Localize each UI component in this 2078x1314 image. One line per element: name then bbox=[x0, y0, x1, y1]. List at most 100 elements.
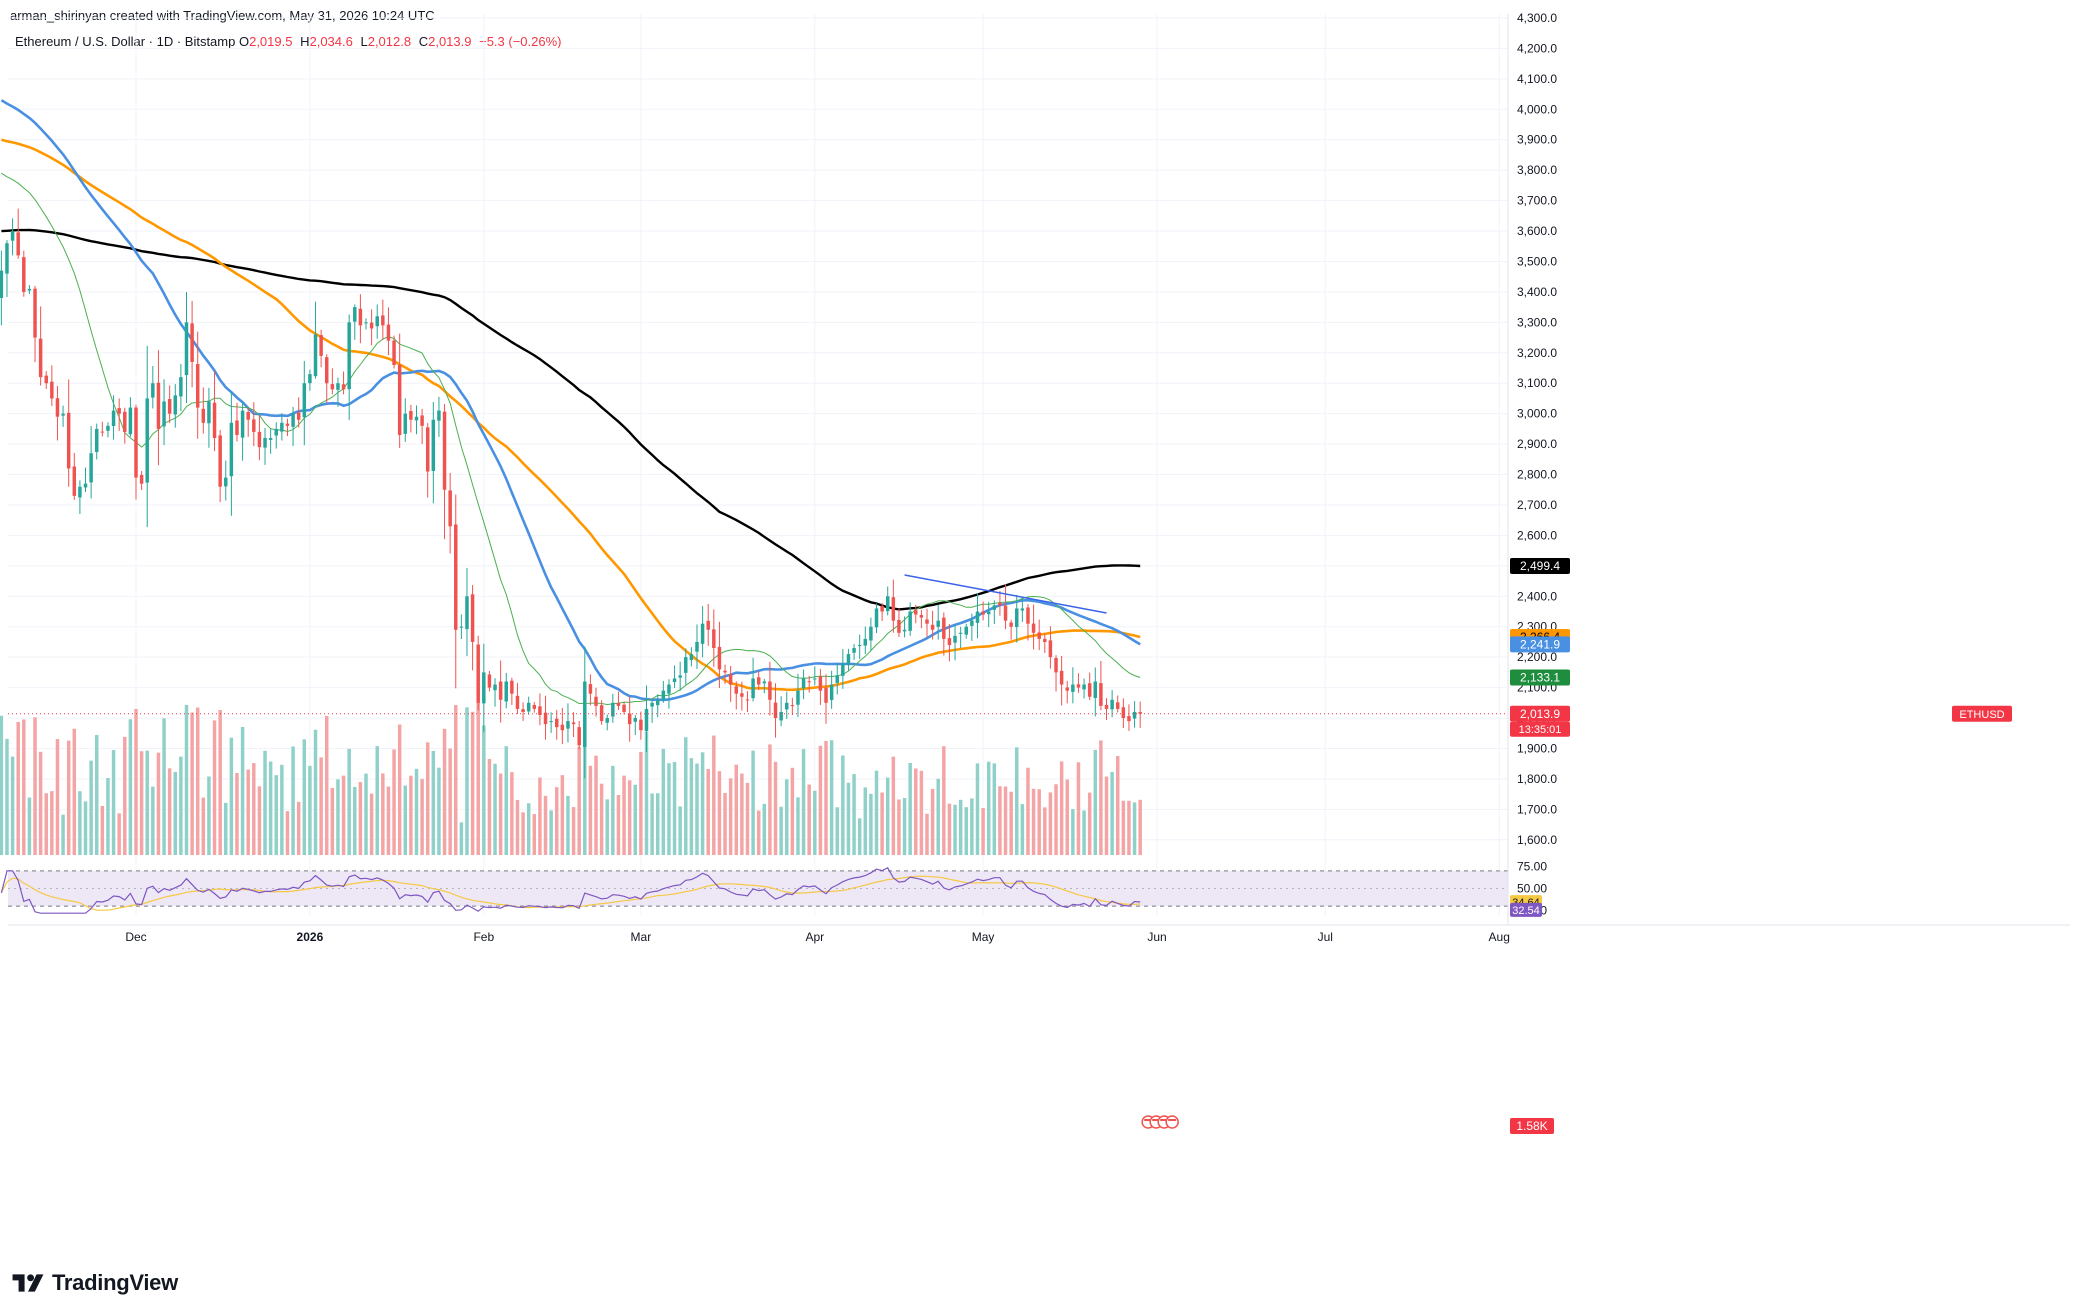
volume-bar bbox=[655, 793, 660, 855]
volume-bar bbox=[689, 758, 694, 855]
volume-bar bbox=[207, 776, 211, 855]
candle-body bbox=[846, 654, 851, 665]
candle-body bbox=[616, 702, 621, 706]
candle-body bbox=[908, 611, 912, 631]
candle-body bbox=[330, 384, 335, 390]
volume-bar bbox=[953, 804, 957, 855]
candle-body bbox=[1110, 699, 1114, 710]
candle-body bbox=[684, 657, 688, 673]
tradingview-brand[interactable]: TradingView bbox=[12, 1270, 178, 1296]
volume-bar bbox=[667, 763, 671, 855]
volume-bar bbox=[1015, 747, 1019, 855]
volume-bar bbox=[50, 791, 54, 855]
volume-bar bbox=[246, 769, 250, 855]
candle-body bbox=[829, 684, 834, 701]
candle-body bbox=[454, 524, 458, 630]
candle-body bbox=[796, 690, 800, 705]
candle-body bbox=[723, 670, 727, 673]
volume-bar bbox=[285, 811, 290, 855]
candle-body bbox=[1104, 704, 1109, 709]
candle-body bbox=[173, 395, 178, 415]
x-tick-label: 2026 bbox=[297, 930, 324, 944]
candle-body bbox=[695, 641, 699, 652]
volume-bar bbox=[240, 726, 245, 855]
candle-body bbox=[134, 407, 138, 478]
candle-body bbox=[1115, 702, 1120, 709]
candle-body bbox=[246, 412, 250, 420]
volume-bar bbox=[392, 749, 396, 855]
rsi-pane bbox=[0, 867, 1508, 914]
volume-bar bbox=[599, 783, 604, 855]
candle-body bbox=[526, 702, 531, 712]
candle-body bbox=[229, 422, 234, 477]
volume-bar bbox=[448, 748, 452, 855]
volume-bar bbox=[863, 787, 868, 855]
candle-body bbox=[841, 663, 845, 676]
y-tick-label: 1,800.0 bbox=[1517, 772, 1557, 786]
candle-body bbox=[981, 611, 985, 615]
volume-bar bbox=[857, 818, 862, 855]
volume-bar bbox=[369, 793, 374, 855]
volume-bar bbox=[1082, 810, 1086, 855]
bar-countdown: 13:35:01 bbox=[1519, 724, 1562, 736]
volume-bar bbox=[1031, 788, 1036, 855]
close-label: C bbox=[418, 34, 429, 49]
candle-body bbox=[207, 401, 211, 424]
candle-body bbox=[633, 718, 638, 722]
volume-bar bbox=[156, 752, 161, 855]
us-flag-icon-stripe bbox=[1152, 1119, 1161, 1121]
candle-body bbox=[296, 412, 301, 420]
resistance-trendline[interactable] bbox=[904, 574, 1107, 614]
volume-bar bbox=[123, 736, 127, 855]
volume-bar bbox=[1059, 761, 1064, 855]
volume-bar bbox=[829, 740, 834, 855]
candle-body bbox=[1026, 607, 1030, 624]
candle-body bbox=[611, 702, 615, 717]
volume-bar bbox=[313, 729, 318, 855]
volume-bar bbox=[549, 810, 553, 855]
volume-bar bbox=[852, 774, 856, 855]
candle-body bbox=[16, 232, 20, 256]
volume-bar bbox=[347, 748, 351, 855]
candle-body bbox=[459, 626, 464, 628]
candle-body bbox=[975, 611, 980, 623]
volume-bar bbox=[442, 728, 447, 855]
countdown-bg bbox=[1510, 721, 1570, 737]
volume-bar bbox=[375, 746, 379, 855]
volume-bar bbox=[1076, 762, 1081, 855]
volume-bar bbox=[560, 775, 565, 855]
candle-body bbox=[257, 431, 262, 448]
candle-body bbox=[672, 678, 677, 683]
volume-bar bbox=[880, 792, 884, 855]
x-tick-label: Mar bbox=[631, 930, 652, 944]
candle-body bbox=[38, 338, 43, 378]
candle-body bbox=[992, 605, 997, 610]
us-flag-icon[interactable] bbox=[1165, 1115, 1179, 1129]
volume-bar bbox=[992, 763, 997, 855]
y-tick-label: 4,100.0 bbox=[1517, 72, 1557, 86]
author-line: arman_shirinyan created with TradingView… bbox=[10, 8, 435, 23]
rsi-value-label-bg bbox=[1510, 902, 1542, 917]
candle-body bbox=[543, 712, 548, 725]
candle-body bbox=[667, 684, 671, 694]
volume-bar bbox=[493, 763, 497, 855]
axis-price-labels: 2,499.42,266.42,241.92,133.12,013.9ETHUS… bbox=[1510, 558, 2012, 1134]
candle-body bbox=[689, 654, 694, 661]
volume-bar bbox=[425, 742, 430, 855]
candle-body bbox=[201, 408, 206, 423]
candle-body bbox=[106, 425, 110, 431]
volume-bar bbox=[936, 778, 940, 855]
price-axis[interactable]: 1,600.01,700.01,800.01,900.02,000.02,100… bbox=[1507, 11, 1557, 925]
volume-bar bbox=[252, 763, 256, 855]
symbol-description[interactable]: Ethereum / U.S. Dollar · 1D · Bitstamp bbox=[15, 34, 236, 49]
candle-body bbox=[599, 705, 604, 722]
volume-bar bbox=[762, 803, 767, 855]
time-axis[interactable]: Dec 2026 Feb Mar Apr May Jun Jul Aug bbox=[8, 924, 2070, 944]
candle-body bbox=[964, 626, 969, 635]
volume-bar bbox=[167, 768, 172, 855]
candle-body bbox=[779, 711, 783, 721]
ma50-line bbox=[0, 99, 1141, 702]
candle-body bbox=[942, 617, 946, 639]
candle-body bbox=[1054, 658, 1058, 673]
